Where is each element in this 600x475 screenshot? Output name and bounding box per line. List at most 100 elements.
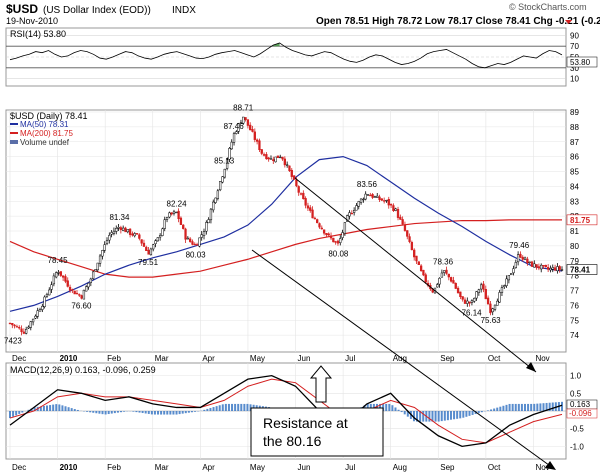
candle-body [112, 230, 116, 234]
macd-x-tick-label: Feb [107, 463, 121, 472]
macd-histogram-bar [561, 401, 563, 411]
candle-body [202, 231, 206, 236]
macd-histogram-bar [86, 411, 89, 412]
candle-body [36, 310, 39, 317]
macd-histogram-bar [42, 405, 45, 411]
candle-body [18, 327, 21, 329]
candle-body [142, 242, 146, 247]
macd-histogram-bar [209, 407, 212, 411]
macd-histogram-bar [449, 411, 452, 420]
macd-histogram-bar [406, 411, 409, 417]
macd-histogram-bar [215, 406, 218, 411]
candle-body [396, 209, 400, 218]
resistance-note-line2: the 80.16 [263, 433, 322, 449]
macd-histogram-bar [116, 411, 119, 413]
macd-histogram-bar [468, 411, 471, 416]
macd-x-tick-label: Nov [535, 463, 549, 472]
macd-histogram-bar [190, 411, 193, 413]
candle-body [98, 255, 102, 264]
candle-body [364, 193, 367, 200]
candle-body [332, 237, 335, 243]
price-grid [6, 110, 566, 352]
macd-histogram-bar [147, 411, 150, 414]
macd-histogram-bar [499, 406, 502, 411]
candle-body [528, 261, 531, 263]
macd-histogram-bar [160, 411, 163, 415]
candle-body [376, 195, 379, 198]
candle-body [346, 215, 349, 222]
candle-body [96, 262, 99, 271]
candle-body [232, 133, 236, 143]
candle-body [34, 315, 37, 319]
macd-histogram-bar [95, 411, 98, 414]
price-x-tick-label: Jun [298, 354, 311, 363]
macd-histogram-bar [369, 403, 372, 411]
price-x-tick-label: Aug [393, 354, 407, 363]
price-right-label: 81.75 [570, 216, 591, 225]
candle-body [276, 155, 280, 159]
candle-body [115, 227, 118, 232]
macd-histogram-bar [462, 411, 465, 418]
candle-body [55, 272, 58, 278]
macd-line [9, 374, 563, 448]
volume-swatch [10, 140, 18, 144]
candle-body [560, 269, 564, 271]
macd-histogram-bar [157, 411, 160, 415]
price-right-labels: 81.75 78.41 [566, 214, 598, 275]
candle-body [91, 271, 95, 279]
down-arrow-icon [565, 20, 572, 24]
price-tick-label: 76 [570, 301, 579, 310]
candle-body [507, 275, 511, 281]
candle-body [350, 212, 353, 215]
candle-body [163, 219, 166, 229]
candle-body [110, 232, 113, 235]
candle-body [274, 156, 277, 163]
candle-body [230, 141, 233, 150]
chart-header: $USD (US Dollar Index (EOD)) INDX © Stoc… [6, 2, 600, 27]
candle-body [152, 244, 155, 250]
candle-body [205, 222, 208, 232]
candle-body [186, 237, 189, 240]
macd-histogram-bar [431, 411, 434, 422]
resistance-note-line1: Resistance at [263, 415, 348, 431]
downtrend-line-lower [251, 249, 554, 469]
candle-body [406, 230, 409, 237]
price-annotations: 7423 78.45 76.60 81.34 79.51 82.24 80.03 85.13 8… [4, 103, 530, 345]
candle-body [551, 267, 554, 270]
candle-body [380, 198, 383, 201]
candle-body [535, 264, 538, 268]
overlay-annotations: Resistance at the 80.16 [250, 177, 556, 470]
macd-histogram-bar [27, 409, 30, 411]
candle-body [25, 329, 28, 334]
macd-histogram-bar [446, 411, 449, 421]
price-tick-label: 74 [570, 331, 579, 340]
macd-histogram-bar [141, 411, 144, 414]
candle-body [177, 210, 180, 220]
candle-body [249, 124, 252, 131]
chart-date: 19-Nov-2010 [6, 16, 58, 26]
candle-body [179, 217, 183, 225]
macd-histogram-bar [397, 409, 400, 411]
macd-histogram-bar [416, 411, 419, 422]
candle-body [329, 235, 333, 239]
price-tick-label: 87 [570, 138, 579, 147]
macd-histogram-bar [505, 404, 508, 411]
macd-x-tick-label: Mar [155, 463, 169, 472]
candle-body [463, 299, 467, 304]
price-data-label: 76.60 [71, 301, 92, 310]
candle-body [306, 205, 310, 209]
macd-x-ticks: Dec 2010 Feb Mar Apr May Jun Jul Aug Sep Oct Nov [12, 463, 550, 472]
macd-histogram-bar [440, 411, 443, 422]
candle-body [27, 326, 30, 329]
macd-histogram-bar [422, 411, 425, 422]
candle-body [242, 116, 245, 124]
price-x-tick-label: Dec [12, 354, 26, 363]
candle-body [50, 284, 53, 290]
macd-histogram-bar [403, 411, 406, 415]
candle-body [401, 219, 404, 225]
rsi-title: RSI(14) 53.80 [10, 29, 66, 39]
downtrend-line-upper [294, 177, 537, 373]
candle-body [288, 165, 291, 172]
price-x-tick-label: Jul [345, 354, 355, 363]
